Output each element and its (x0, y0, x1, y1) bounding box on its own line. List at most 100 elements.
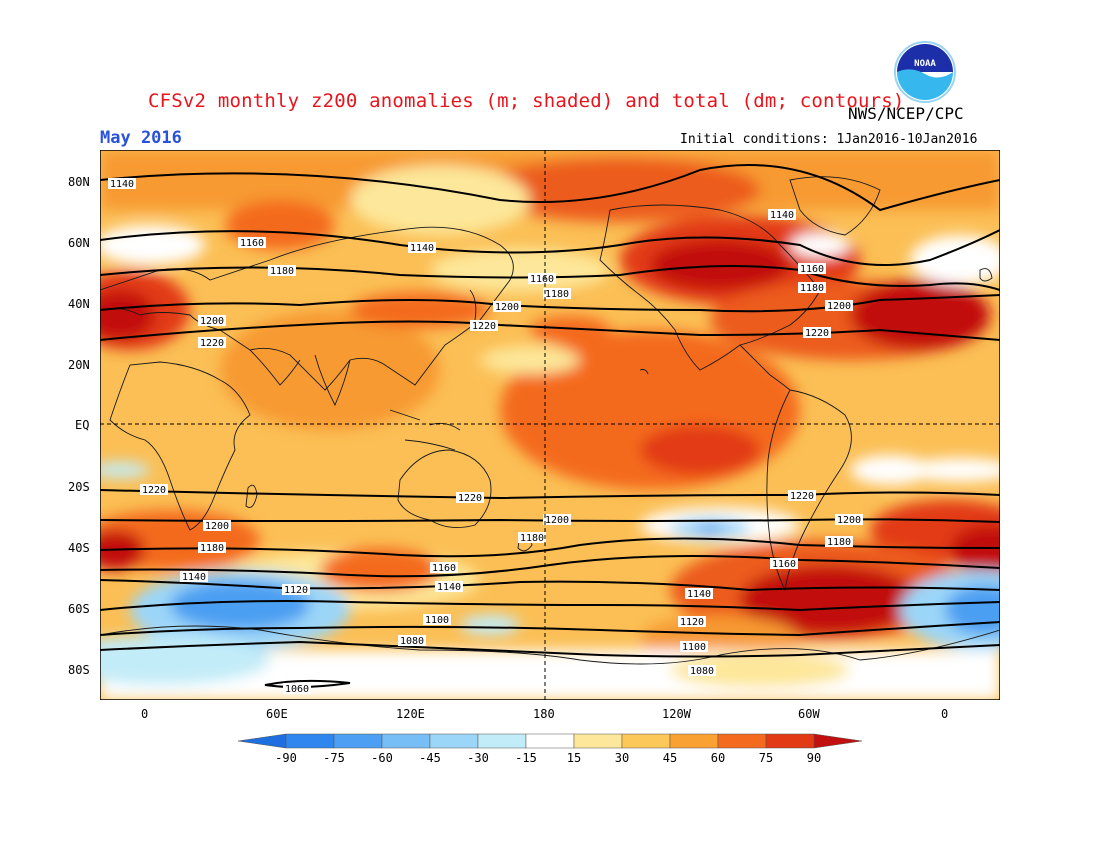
lon-label-180: 180 (533, 707, 555, 721)
noaa-logo-text: NOAA (914, 59, 936, 69)
contour-label-sh-1220b: 1220 (456, 492, 484, 504)
lon-label-60w: 60W (798, 707, 820, 721)
svg-text:1120: 1120 (284, 585, 308, 596)
contour-label-sh-1220: 1220 (140, 484, 168, 496)
chart-title: CFSv2 monthly z200 anomalies (m; shaded)… (148, 90, 905, 112)
svg-text:1180: 1180 (520, 533, 544, 544)
lat-label-80n: 80N (68, 175, 90, 189)
svg-text:1220: 1220 (458, 493, 482, 504)
contour-label-nh-1180: 1180 (268, 265, 296, 277)
contour-label-sh-1200b: 1200 (543, 514, 571, 526)
contour-label-sh-1100: 1100 (423, 614, 451, 626)
lat-label-80s: 80S (68, 663, 90, 677)
svg-text:1200: 1200 (545, 515, 569, 526)
contour-label-sh-1120c: 1120 (678, 616, 706, 628)
contour-label-sh-1060: 1060 (283, 683, 311, 695)
contour-label-sh-1160: 1160 (430, 562, 458, 574)
contour-labels: 1140 1160 1180 1200 1220 1140 1160 1180 … (108, 178, 863, 695)
colorbar-segment (669, 733, 719, 749)
svg-text:1220: 1220 (805, 328, 829, 339)
lat-label-40n: 40N (68, 297, 90, 311)
colorbar-tick-label: 75 (758, 751, 774, 765)
colorbar-segment (333, 733, 383, 749)
colorbar-tick-label: -75 (323, 751, 345, 765)
colorbar (238, 733, 862, 749)
svg-text:1220: 1220 (472, 321, 496, 332)
svg-text:1140: 1140 (110, 179, 134, 190)
contour-label-nh-1220b: 1220 (470, 320, 498, 332)
colorbar-tick-label: -15 (515, 751, 537, 765)
contour-label-sh-1080c: 1080 (688, 665, 716, 677)
contour-label-sh-1140: 1140 (180, 571, 208, 583)
svg-text:1120: 1120 (680, 617, 704, 628)
contour-label-sh-1180b: 1180 (518, 532, 546, 544)
colorbar-tick-label: -30 (467, 751, 489, 765)
agency-label: NWS/NCEP/CPC (848, 104, 964, 123)
contour-label-nh-1220c: 1220 (803, 327, 831, 339)
colorbar-tick-label: -45 (419, 751, 441, 765)
lat-label-60n: 60N (68, 236, 90, 250)
svg-text:1200: 1200 (200, 316, 224, 327)
noaa-logo: NOAA (894, 41, 956, 103)
colorbar-segment (238, 733, 287, 749)
contour-label-sh-1160c: 1160 (770, 558, 798, 570)
contour-label-nh-1160b: 1160 (528, 273, 556, 285)
svg-text:1160: 1160 (530, 274, 554, 285)
svg-text:1220: 1220 (142, 485, 166, 496)
colorbar-tick-label: -90 (275, 751, 297, 765)
contour-label-sh-1200: 1200 (203, 520, 231, 532)
svg-text:1140: 1140 (410, 243, 434, 254)
colorbar-segment (381, 733, 431, 749)
svg-text:1180: 1180 (545, 289, 569, 300)
lat-label-60s: 60S (68, 602, 90, 616)
colorbar-tick-label: 60 (710, 751, 726, 765)
svg-text:1140: 1140 (437, 582, 461, 593)
colorbar-segment (573, 733, 623, 749)
lon-label-120w: 120W (662, 707, 691, 721)
lat-label-40s: 40S (68, 541, 90, 555)
coastlines (100, 176, 1000, 665)
svg-text:1200: 1200 (205, 521, 229, 532)
contour-label-sh-1180c: 1180 (825, 536, 853, 548)
contour-label-sh-1080: 1080 (398, 635, 426, 647)
lon-label-0-west: 0 (141, 707, 149, 721)
colorbar-tick-label: 15 (566, 751, 582, 765)
contour-label-nh-1160c: 1160 (798, 263, 826, 275)
contour-label-nh-1200b: 1200 (493, 301, 521, 313)
contour-label-sh-1200c: 1200 (835, 514, 863, 526)
contour-label-nh-1140: 1140 (108, 178, 136, 190)
svg-text:1100: 1100 (682, 642, 706, 653)
lon-label-0-east: 0 (941, 707, 949, 721)
colorbar-tick-label: 45 (662, 751, 678, 765)
colorbar-segment (477, 733, 527, 749)
contour-label-nh-1180b: 1180 (543, 288, 571, 300)
svg-text:1200: 1200 (495, 302, 519, 313)
svg-text:1160: 1160 (432, 563, 456, 574)
lon-label-60e: 60E (266, 707, 288, 721)
contour-label-nh-1160: 1160 (238, 237, 266, 249)
colorbar-segment (285, 733, 335, 749)
contour-label-sh-1220c: 1220 (788, 490, 816, 502)
svg-text:1140: 1140 (770, 210, 794, 221)
svg-text:1140: 1140 (687, 589, 711, 600)
contour-label-nh-1220: 1220 (198, 337, 226, 349)
contour-label-nh-1180c: 1180 (798, 282, 826, 294)
lat-label-20s: 20S (68, 480, 90, 494)
svg-text:1180: 1180 (200, 543, 224, 554)
svg-text:1140: 1140 (182, 572, 206, 583)
lat-label-eq: EQ (75, 418, 90, 432)
svg-text:1220: 1220 (200, 338, 224, 349)
contour-label-sh-1140c: 1140 (685, 588, 713, 600)
contour-label-sh-1120: 1120 (282, 584, 310, 596)
contour-label-sh-1100c: 1100 (680, 641, 708, 653)
svg-text:1180: 1180 (827, 537, 851, 548)
colorbar-tick-label: -60 (371, 751, 393, 765)
contour-label-nh-1140c: 1140 (768, 209, 796, 221)
svg-text:1180: 1180 (270, 266, 294, 277)
colorbar-segment (813, 733, 862, 749)
colorbar-segment (765, 733, 815, 749)
colorbar-segment (717, 733, 767, 749)
anomaly-map: 1140 1160 1180 1200 1220 1140 1160 1180 … (100, 150, 1000, 700)
colorbar-segment (525, 733, 575, 749)
contour-label-nh-1200c: 1200 (825, 300, 853, 312)
